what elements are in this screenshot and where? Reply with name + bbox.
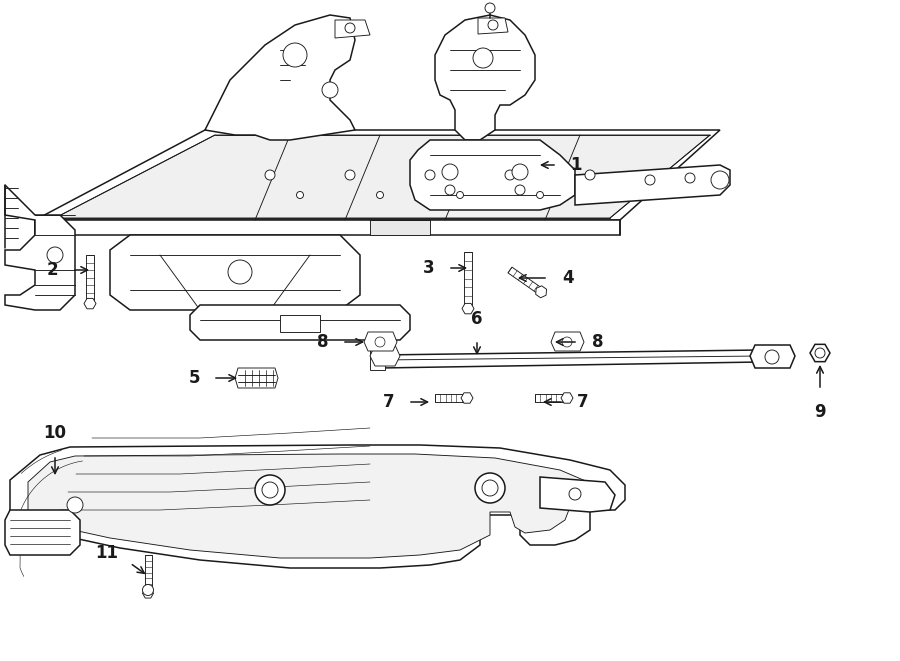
Polygon shape xyxy=(5,510,80,555)
Polygon shape xyxy=(335,20,370,38)
Polygon shape xyxy=(750,345,795,368)
Text: 9: 9 xyxy=(814,403,826,421)
Polygon shape xyxy=(575,165,730,205)
Polygon shape xyxy=(205,15,355,140)
Text: 7: 7 xyxy=(577,393,589,411)
Circle shape xyxy=(425,170,435,180)
Circle shape xyxy=(296,192,303,198)
Circle shape xyxy=(685,173,695,183)
Circle shape xyxy=(142,584,154,596)
Polygon shape xyxy=(5,185,75,310)
Polygon shape xyxy=(464,252,472,305)
Polygon shape xyxy=(35,130,720,220)
Polygon shape xyxy=(410,140,575,210)
Polygon shape xyxy=(55,135,710,218)
Polygon shape xyxy=(370,345,400,366)
Circle shape xyxy=(345,23,355,33)
Polygon shape xyxy=(110,235,360,310)
Polygon shape xyxy=(235,368,278,388)
Circle shape xyxy=(67,497,83,513)
Circle shape xyxy=(322,82,338,98)
Polygon shape xyxy=(540,477,615,512)
Polygon shape xyxy=(280,315,320,332)
Circle shape xyxy=(562,337,572,347)
Circle shape xyxy=(505,170,515,180)
Polygon shape xyxy=(364,332,397,351)
Circle shape xyxy=(475,473,505,503)
Text: 8: 8 xyxy=(317,333,328,351)
Polygon shape xyxy=(10,445,625,568)
Circle shape xyxy=(445,185,455,195)
Circle shape xyxy=(512,164,528,180)
Polygon shape xyxy=(380,350,760,368)
Circle shape xyxy=(569,488,581,500)
Polygon shape xyxy=(145,555,151,590)
Circle shape xyxy=(376,192,383,198)
Polygon shape xyxy=(86,255,94,300)
Circle shape xyxy=(515,185,525,195)
Text: 8: 8 xyxy=(592,333,604,351)
Polygon shape xyxy=(435,394,467,402)
Polygon shape xyxy=(478,18,508,34)
Polygon shape xyxy=(508,267,543,295)
Text: 3: 3 xyxy=(423,259,435,277)
Text: 10: 10 xyxy=(43,424,67,442)
Text: 7: 7 xyxy=(382,393,394,411)
Circle shape xyxy=(47,247,63,263)
Polygon shape xyxy=(190,305,410,340)
Polygon shape xyxy=(370,220,430,235)
Circle shape xyxy=(488,20,498,30)
Text: 2: 2 xyxy=(47,261,58,279)
Text: 6: 6 xyxy=(472,310,482,328)
Polygon shape xyxy=(535,394,567,402)
Circle shape xyxy=(585,170,595,180)
Circle shape xyxy=(815,348,825,358)
Circle shape xyxy=(456,192,464,198)
Circle shape xyxy=(265,170,275,180)
Circle shape xyxy=(262,482,278,498)
Circle shape xyxy=(255,475,285,505)
Circle shape xyxy=(485,3,495,13)
Text: 5: 5 xyxy=(188,369,200,387)
Circle shape xyxy=(345,170,355,180)
Circle shape xyxy=(645,175,655,185)
Circle shape xyxy=(482,480,498,496)
Circle shape xyxy=(536,192,544,198)
Text: 1: 1 xyxy=(570,156,581,174)
Circle shape xyxy=(473,48,493,68)
Circle shape xyxy=(283,43,307,67)
Circle shape xyxy=(711,171,729,189)
Polygon shape xyxy=(35,220,620,235)
Text: 4: 4 xyxy=(562,269,573,287)
Text: 11: 11 xyxy=(95,544,118,562)
Circle shape xyxy=(375,337,385,347)
Polygon shape xyxy=(370,350,385,370)
Circle shape xyxy=(442,164,458,180)
Polygon shape xyxy=(435,15,535,140)
Circle shape xyxy=(765,350,779,364)
Circle shape xyxy=(228,260,252,284)
Polygon shape xyxy=(551,332,584,351)
Polygon shape xyxy=(28,454,598,558)
